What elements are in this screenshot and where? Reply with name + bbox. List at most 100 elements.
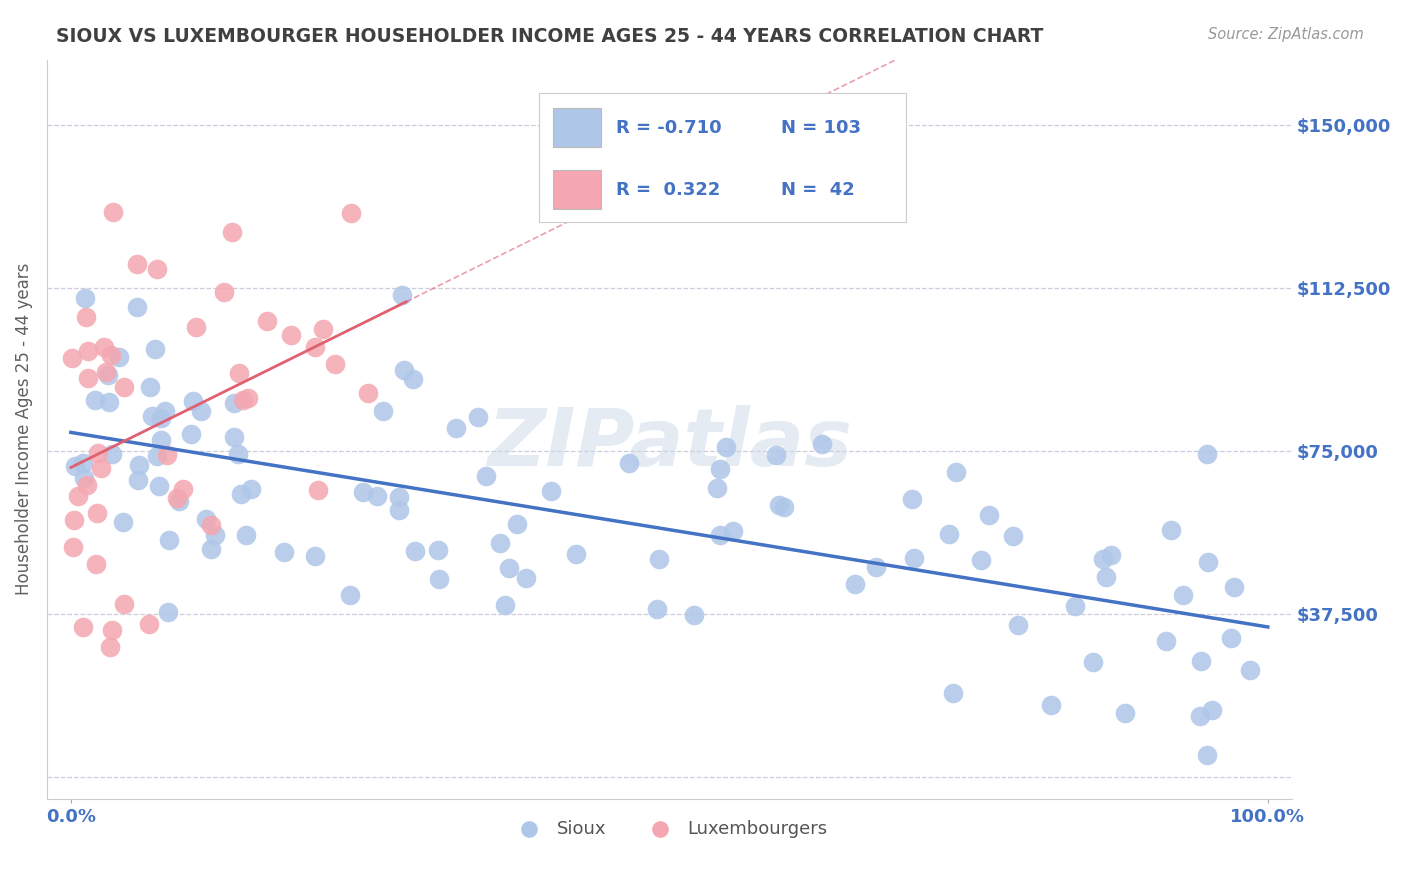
Point	[72, 620, 94, 634]
Point	[97, 368, 120, 382]
Point	[683, 608, 706, 623]
Point	[979, 508, 1001, 522]
Point	[773, 500, 796, 514]
Point	[945, 465, 967, 479]
Point	[141, 409, 163, 423]
Point	[339, 206, 361, 220]
Point	[100, 348, 122, 362]
Point	[498, 560, 520, 574]
Point	[1201, 703, 1223, 717]
Point	[273, 545, 295, 559]
Point	[63, 513, 86, 527]
Point	[391, 287, 413, 301]
Point	[232, 392, 254, 407]
Point	[1007, 617, 1029, 632]
Point	[709, 462, 731, 476]
Point	[768, 498, 790, 512]
Point	[156, 448, 179, 462]
Point	[200, 518, 222, 533]
Point	[475, 469, 498, 483]
Point	[226, 447, 249, 461]
Point	[98, 395, 121, 409]
Point	[149, 410, 172, 425]
Point	[73, 291, 96, 305]
Y-axis label: Householder Income Ages 25 - 44 years: Householder Income Ages 25 - 44 years	[15, 263, 32, 595]
Point	[1001, 529, 1024, 543]
Point	[515, 571, 537, 585]
Point	[938, 527, 960, 541]
Point	[366, 489, 388, 503]
Point	[304, 549, 326, 564]
Point	[1219, 631, 1241, 645]
Point	[765, 448, 787, 462]
Text: SIOUX VS LUXEMBOURGER HOUSEHOLDER INCOME AGES 25 - 44 YEARS CORRELATION CHART: SIOUX VS LUXEMBOURGER HOUSEHOLDER INCOME…	[56, 27, 1043, 45]
Point	[184, 320, 207, 334]
Point	[125, 300, 148, 314]
Point	[76, 477, 98, 491]
Point	[388, 503, 411, 517]
Point	[127, 473, 149, 487]
Point	[357, 385, 380, 400]
Point	[200, 541, 222, 556]
Point	[239, 482, 262, 496]
Point	[62, 540, 84, 554]
Point	[1189, 708, 1212, 723]
Point	[112, 597, 135, 611]
Point	[145, 449, 167, 463]
Point	[60, 351, 83, 365]
Point	[942, 686, 965, 700]
Point	[128, 458, 150, 472]
Point	[138, 617, 160, 632]
Point	[111, 516, 134, 530]
Point	[706, 481, 728, 495]
Point	[402, 372, 425, 386]
Point	[222, 396, 245, 410]
Point	[138, 380, 160, 394]
Point	[143, 342, 166, 356]
Point	[323, 357, 346, 371]
Point	[970, 553, 993, 567]
Point	[172, 482, 194, 496]
Point	[339, 588, 361, 602]
Point	[166, 491, 188, 505]
Point	[190, 404, 212, 418]
Point	[93, 340, 115, 354]
Point	[194, 512, 217, 526]
Point	[494, 599, 516, 613]
Point	[1091, 552, 1114, 566]
Point	[565, 548, 588, 562]
Point	[392, 363, 415, 377]
Point	[149, 433, 172, 447]
Point	[427, 543, 450, 558]
Point	[84, 557, 107, 571]
Point	[181, 393, 204, 408]
Point	[1081, 655, 1104, 669]
Point	[212, 285, 235, 299]
Point	[352, 484, 374, 499]
Point	[540, 484, 562, 499]
Point	[844, 576, 866, 591]
Point	[98, 640, 121, 654]
Point	[280, 328, 302, 343]
Point	[1191, 654, 1213, 668]
Point	[304, 340, 326, 354]
Legend: Sioux, Luxembourgers: Sioux, Luxembourgers	[505, 813, 835, 846]
Point	[1173, 588, 1195, 602]
Point	[404, 543, 426, 558]
Point	[180, 426, 202, 441]
Point	[86, 506, 108, 520]
Point	[312, 322, 335, 336]
Point	[108, 350, 131, 364]
Point	[1064, 599, 1087, 614]
Point	[467, 409, 489, 424]
Point	[1239, 663, 1261, 677]
Point	[67, 489, 90, 503]
Point	[204, 528, 226, 542]
Point	[1114, 706, 1136, 720]
Point	[307, 483, 329, 497]
Point	[73, 471, 96, 485]
Text: Source: ZipAtlas.com: Source: ZipAtlas.com	[1208, 27, 1364, 42]
Point	[101, 204, 124, 219]
Point	[1154, 633, 1177, 648]
Point	[221, 225, 243, 239]
